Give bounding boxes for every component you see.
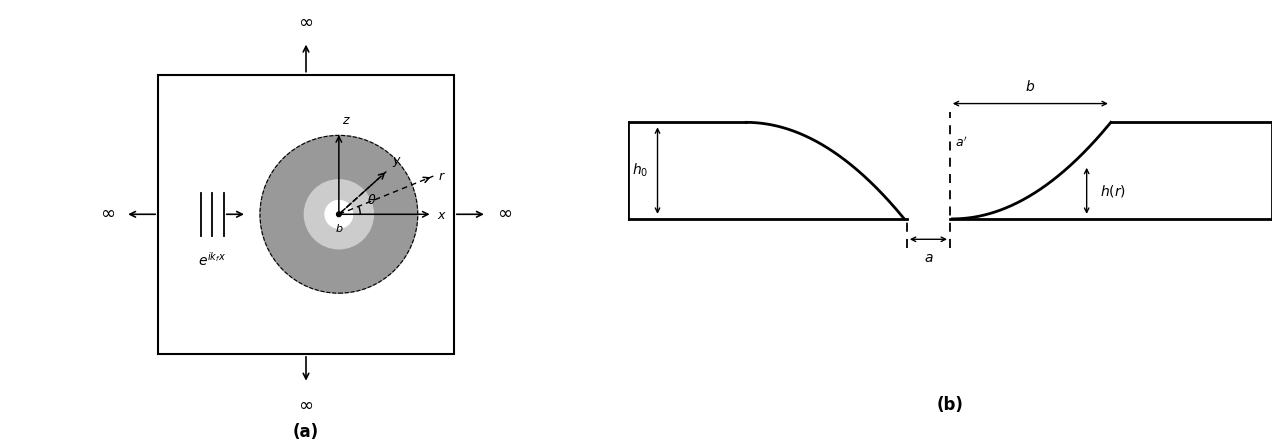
Text: (b): (b) xyxy=(936,396,964,414)
Text: $a$: $a$ xyxy=(923,251,933,265)
Text: $a'$: $a'$ xyxy=(955,136,968,150)
Text: $h(r)$: $h(r)$ xyxy=(1100,183,1126,199)
Text: ∞: ∞ xyxy=(496,205,511,223)
Text: ∞: ∞ xyxy=(101,205,116,223)
Text: $e^{ik_f x}$: $e^{ik_f x}$ xyxy=(199,251,227,268)
Circle shape xyxy=(337,212,342,217)
Text: $y$: $y$ xyxy=(391,155,402,169)
Text: $\theta$: $\theta$ xyxy=(367,193,376,207)
Circle shape xyxy=(260,135,418,293)
Text: $z$: $z$ xyxy=(342,114,351,127)
Text: $x$: $x$ xyxy=(437,210,448,222)
Text: $r$: $r$ xyxy=(439,170,446,182)
Text: $b$: $b$ xyxy=(1025,80,1035,94)
Text: ∞: ∞ xyxy=(298,396,314,415)
Circle shape xyxy=(325,201,353,228)
Circle shape xyxy=(305,180,374,249)
Text: $h_0$: $h_0$ xyxy=(632,162,649,179)
Text: $b$: $b$ xyxy=(334,222,343,234)
Text: ∞: ∞ xyxy=(298,14,314,32)
Bar xyxy=(158,75,454,354)
Text: (a): (a) xyxy=(293,423,319,441)
